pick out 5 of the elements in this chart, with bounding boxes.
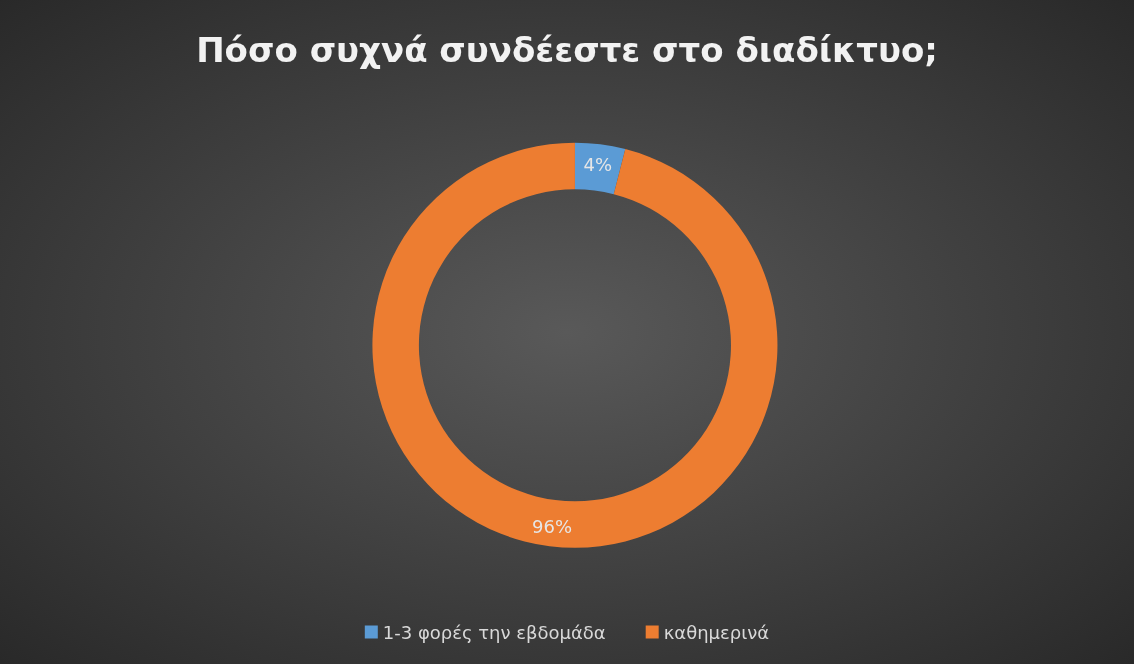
legend-label: 1-3 φορές την εβδομάδα [382,621,606,643]
data-label: 96% [532,515,573,537]
legend-label: καθημερινά [663,621,770,643]
chart-title: Πόσο συχνά συνδέεστε στο διαδίκτυο; [196,30,938,70]
data-label: 4% [583,153,613,175]
